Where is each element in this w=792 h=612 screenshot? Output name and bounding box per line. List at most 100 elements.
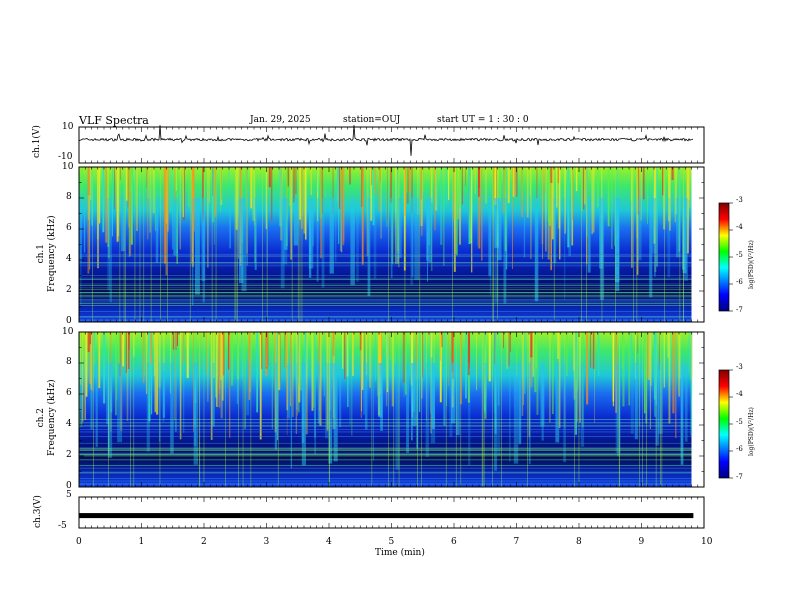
spectrogram-tone-line [79, 287, 692, 289]
spectrogram-burst [349, 167, 351, 185]
spectrogram-burst [82, 332, 84, 422]
spectrogram-burst [598, 332, 600, 376]
spectrogram-sferic [581, 167, 582, 322]
spectrogram-plume [293, 198, 298, 246]
spectrogram-tone-line [79, 465, 692, 466]
spectrogram-burst [179, 167, 181, 250]
spectrogram-plume [202, 198, 205, 303]
spectrogram-plume [160, 198, 163, 263]
spectrogram-burst [278, 332, 281, 391]
spectrogram-tone-line [79, 448, 692, 449]
x-tick-label: 2 [201, 537, 207, 547]
spectrogram-burst [150, 332, 153, 415]
spectrogram-burst [579, 332, 581, 423]
spectrogram-sferic [393, 332, 395, 487]
spectrogram-burst [457, 167, 459, 220]
spectrogram-burst [341, 167, 343, 253]
spectrogram-plume [254, 198, 257, 270]
x-tick-label: 0 [76, 537, 82, 547]
spectrogram-burst [156, 332, 159, 415]
spectrogram-tone-line [79, 265, 692, 267]
spectrogram-plume [80, 198, 82, 305]
spectrogram-burst [292, 332, 294, 418]
spectrogram-plume [83, 198, 86, 253]
spectrogram-burst [228, 167, 230, 193]
spectrogram-burst [434, 167, 436, 231]
spectrogram-burst [246, 167, 248, 254]
spectrogram-burst [453, 167, 456, 272]
spectrogram-burst [467, 332, 470, 376]
spectrogram-burst [675, 167, 677, 215]
spectrogram-burst [669, 167, 671, 231]
spectrogram-burst [589, 332, 592, 368]
start-time-label: start UT = 1 : 30 : 0 [437, 115, 529, 125]
spectrogram-burst [295, 332, 297, 434]
spectrogram-burst [530, 332, 533, 388]
spectrogram-burst [172, 332, 175, 350]
spectrogram-burst [238, 167, 240, 259]
spectrogram-burst [530, 332, 533, 358]
ch2-spec-ytick-0: 0 [66, 481, 72, 491]
spectrogram-tone-line [79, 292, 692, 294]
spectrogram-burst [165, 167, 168, 276]
spectrogram-burst [295, 167, 297, 194]
spectrogram-sferic [250, 332, 252, 487]
spectrogram-plume [395, 363, 400, 470]
spectrogram-tone-line [79, 453, 692, 455]
spectrogram-burst [459, 167, 461, 208]
spectrogram-burst [439, 332, 441, 361]
spectrogram-tone-line [79, 303, 692, 304]
x-tick-label: 4 [326, 537, 332, 547]
spectrogram-sferic [211, 167, 213, 322]
spectrogram-burst [332, 332, 335, 357]
spectrogram-plume [109, 198, 112, 303]
spectrogram-burst [541, 167, 544, 244]
spectrogram-burst [317, 167, 319, 222]
spectrogram-burst [637, 332, 639, 354]
spectrogram-burst [259, 332, 262, 440]
spectrogram-burst [536, 332, 539, 415]
spectrogram-burst [310, 167, 312, 196]
spectrogram-plume [325, 363, 329, 439]
spectrogram-burst [668, 167, 671, 222]
spectrogram-burst [113, 167, 115, 210]
spectrogram-burst [557, 332, 559, 359]
spectrogram-burst [529, 167, 531, 197]
spectrogram-tone-line [79, 294, 692, 296]
spectrogram-burst [494, 332, 497, 434]
spectrogram-tone-line [79, 253, 692, 255]
spectrogram-burst [319, 332, 320, 396]
cbar1-tick-6: -6 [736, 278, 743, 286]
spectrogram-burst [271, 332, 273, 429]
spectrogram-sferic [527, 332, 528, 487]
spectrogram-burst [430, 332, 432, 434]
spectrogram-plume [494, 198, 499, 303]
spectrogram-burst [112, 167, 113, 237]
spectrogram-tone-line [79, 455, 692, 457]
date-label: Jan. 29, 2025 [250, 115, 311, 125]
spectrogram-plume [455, 363, 460, 435]
spectrogram-burst [649, 332, 651, 429]
spectrogram-burst [506, 332, 508, 369]
spectrogram-burst [390, 332, 392, 361]
spectrogram-plume [449, 363, 453, 437]
spectrogram-burst [516, 332, 518, 376]
spectrogram-burst [478, 167, 481, 249]
spectrogram-burst [564, 332, 566, 429]
spectrogram-plume [637, 198, 642, 261]
spectrogram-plume [564, 198, 566, 300]
spectrogram-burst [498, 167, 501, 202]
spectrogram-burst [640, 167, 642, 221]
spectrogram-burst [246, 167, 248, 266]
spectrogram-plume [468, 363, 471, 466]
spectrogram-burst [212, 167, 214, 223]
spectrogram-burst [102, 167, 105, 233]
spectrogram-burst [637, 167, 639, 215]
spectrogram-burst [193, 167, 195, 232]
spectrogram-plume [107, 198, 111, 290]
spectrogram-tone-line [79, 454, 692, 456]
spectrogram-burst [379, 167, 381, 212]
spectrogram-sferic [661, 332, 663, 487]
spectrogram-sferic [574, 332, 575, 487]
spectrogram-burst [575, 167, 578, 192]
